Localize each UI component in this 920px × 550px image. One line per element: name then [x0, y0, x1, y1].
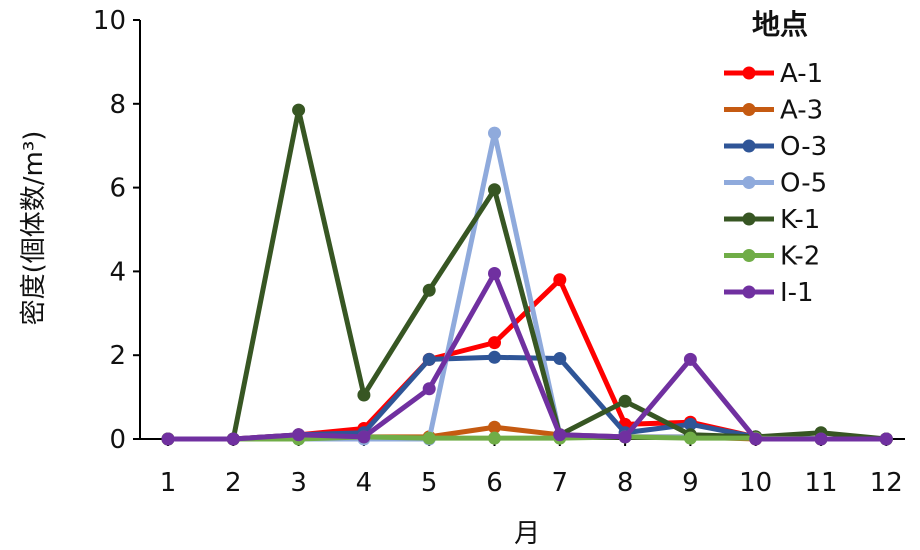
legend-title: 地点	[752, 8, 808, 41]
legend-label: K-2	[780, 242, 820, 272]
y-axis-ticks: 0 2 4 6 8 10	[93, 6, 140, 455]
data-point	[618, 430, 632, 444]
data-point	[553, 273, 567, 287]
legend-swatch-marker	[742, 103, 756, 116]
x-tick-label: 6	[486, 468, 503, 498]
y-tick-label: 0	[109, 425, 126, 455]
data-point	[618, 394, 632, 408]
legend-swatch-marker	[742, 176, 756, 189]
data-point	[226, 432, 240, 446]
x-tick-label: 5	[421, 468, 438, 498]
x-axis-title: 月	[514, 519, 540, 549]
data-point	[422, 283, 436, 297]
data-point	[683, 352, 697, 366]
x-tick-label: 7	[552, 468, 569, 498]
data-point	[422, 352, 436, 366]
legend-item: A-1	[724, 59, 823, 89]
legend-label: A-3	[780, 96, 823, 126]
data-point	[488, 431, 501, 445]
data-point	[488, 420, 501, 434]
data-point	[292, 103, 306, 117]
legend-item: K-2	[724, 242, 820, 272]
x-tick-label: 11	[804, 468, 837, 498]
data-point	[814, 432, 828, 446]
legend-label: A-1	[780, 59, 823, 89]
series-group	[161, 103, 893, 446]
data-point	[161, 432, 175, 446]
legend-label: I-1	[780, 278, 814, 308]
x-tick-label: 3	[290, 468, 307, 498]
series-line	[165, 354, 889, 442]
legend-item: O-3	[724, 132, 827, 162]
y-tick-label: 4	[109, 257, 126, 287]
series-line	[165, 130, 889, 442]
data-point	[879, 432, 893, 446]
data-point	[488, 126, 501, 140]
series-line	[165, 270, 889, 442]
y-axis-title: 密度(個体数/m³)	[19, 131, 49, 326]
y-tick-label: 8	[109, 90, 126, 120]
x-tick-label: 9	[682, 468, 699, 498]
x-tick-label: 1	[160, 468, 177, 498]
legend-swatch-marker	[742, 212, 756, 226]
data-point	[422, 431, 436, 445]
data-point	[749, 432, 763, 446]
x-tick-label: 12	[870, 468, 903, 498]
data-point	[683, 417, 697, 431]
data-point	[488, 336, 501, 350]
legend-item: K-1	[724, 205, 820, 235]
data-point	[553, 428, 567, 442]
x-tick-label: 10	[739, 468, 772, 498]
data-point	[422, 382, 436, 396]
data-point	[292, 428, 306, 442]
y-tick-label: 2	[109, 341, 126, 371]
x-tick-label: 4	[356, 468, 373, 498]
legend-swatch-marker	[742, 139, 756, 153]
x-tick-label: 2	[225, 468, 242, 498]
legend-item: I-1	[724, 278, 814, 308]
data-point	[553, 352, 567, 366]
y-tick-label: 10	[93, 6, 126, 36]
data-point	[488, 350, 501, 364]
data-point	[683, 431, 697, 445]
legend: 地点 A-1 A-3 O-3 O-5 K-1 K-2 I-1	[724, 8, 827, 308]
legend-label: K-1	[780, 205, 820, 235]
legend-item: O-5	[724, 169, 827, 199]
legend-swatch-marker	[742, 66, 756, 80]
legend-item: A-3	[724, 96, 823, 126]
legend-label: O-5	[780, 169, 827, 199]
data-point	[488, 266, 501, 280]
legend-swatch-marker	[742, 285, 756, 299]
series-i-1	[161, 266, 893, 446]
data-point	[488, 183, 501, 197]
legend-label: O-3	[780, 132, 827, 162]
legend-swatch-marker	[742, 249, 756, 262]
data-point	[357, 430, 371, 444]
y-tick-label: 6	[109, 174, 126, 204]
data-point	[357, 388, 371, 402]
x-tick-label: 8	[617, 468, 634, 498]
x-axis-ticks: 1 2 3 4 5 6 7 8 9 10 11 12	[160, 439, 903, 498]
